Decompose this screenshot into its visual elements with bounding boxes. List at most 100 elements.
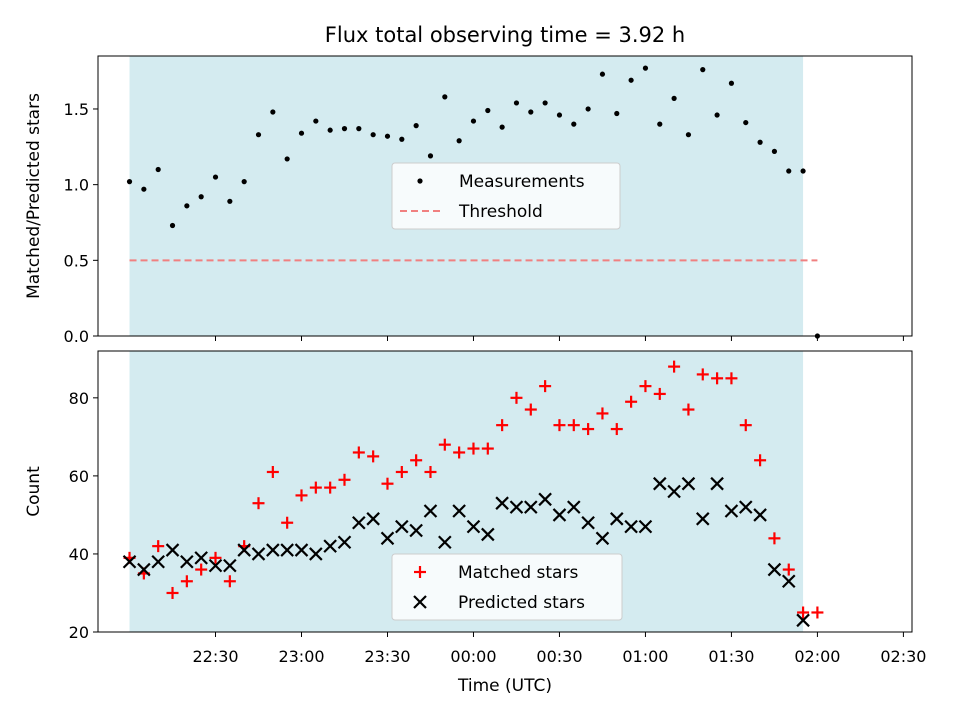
point-predicted-stars (194, 551, 208, 565)
legend-marker-measurements (417, 178, 423, 184)
x-tick-label: 01:30 (708, 647, 754, 666)
point-measurements (470, 118, 477, 124)
point-predicted-stars (323, 539, 337, 553)
point-measurements (442, 94, 448, 100)
point-matched-stars (696, 368, 709, 381)
point-predicted-stars (438, 535, 452, 550)
x-tick-label: 02:30 (880, 647, 926, 666)
point-matched-stars (438, 438, 451, 451)
point-measurements (743, 119, 749, 126)
point-measurements (255, 132, 262, 138)
point-predicted-stars (524, 500, 538, 514)
point-matched-stars (553, 419, 566, 432)
point-predicted-stars (495, 496, 509, 510)
point-predicted-stars (767, 562, 782, 577)
x-tick-label: 00:30 (536, 647, 582, 666)
y-tick-label: 1.5 (64, 100, 89, 119)
point-matched-stars (481, 442, 494, 455)
point-measurements (184, 203, 190, 209)
point-predicted-stars (395, 519, 409, 534)
point-measurements (356, 126, 362, 132)
point-matched-stars (639, 380, 652, 393)
legend-label-measurements: Measurements (459, 172, 585, 192)
point-measurements (212, 174, 219, 180)
point-predicted-stars (294, 543, 309, 557)
point-measurements (657, 121, 663, 127)
point-measurements (728, 80, 735, 86)
x-tick-label: 01:00 (622, 647, 668, 666)
point-predicted-stars (137, 562, 151, 577)
point-measurements (456, 138, 462, 144)
x-tick-label: 23:00 (278, 647, 324, 666)
point-matched-stars (352, 446, 365, 459)
axes-frame-ratio (97, 55, 913, 337)
point-matched-stars (223, 575, 236, 588)
point-measurements (155, 166, 161, 173)
point-predicted-stars (352, 515, 366, 530)
point-predicted-stars (509, 500, 524, 514)
point-measurements (786, 168, 792, 174)
legend-label-threshold: Threshold (458, 202, 543, 222)
point-predicted-stars (695, 512, 710, 526)
point-measurements (413, 123, 419, 129)
point-predicted-stars (638, 519, 653, 534)
point-matched-stars (496, 419, 509, 432)
y-tick-label: 80 (69, 389, 89, 408)
y-tick-label: 40 (69, 545, 89, 564)
point-measurements (714, 112, 720, 118)
y-tick-label: 20 (69, 623, 89, 642)
point-measurements (757, 139, 763, 145)
point-matched-stars (596, 407, 609, 420)
point-measurements (427, 153, 434, 159)
point-predicted-stars (237, 543, 251, 557)
x-tick-label: 02:00 (794, 647, 840, 666)
point-matched-stars (625, 395, 638, 408)
point-measurements (198, 194, 204, 200)
point-predicted-stars (481, 527, 495, 542)
point-measurements (341, 126, 348, 132)
point-matched-stars (582, 423, 595, 436)
point-predicted-stars (266, 543, 280, 557)
point-predicted-stars (251, 547, 266, 561)
point-measurements (313, 118, 319, 124)
chart-title: Flux total observing time = 3.92 h (325, 23, 685, 47)
point-matched-stars (524, 403, 537, 416)
point-predicted-stars (180, 554, 194, 569)
point-matched-stars (453, 446, 466, 459)
point-measurements (241, 179, 247, 185)
point-predicted-stars (538, 492, 552, 507)
point-matched-stars (739, 419, 752, 432)
point-measurements (270, 109, 276, 115)
point-measurements (771, 148, 778, 154)
point-predicted-stars (452, 504, 466, 518)
point-predicted-stars (309, 547, 323, 561)
x-tick-label: 22:30 (192, 647, 238, 666)
point-predicted-stars (208, 558, 223, 573)
point-matched-stars (467, 442, 480, 455)
y-tick-label: 60 (69, 467, 89, 486)
point-measurements (384, 133, 391, 139)
point-measurements (327, 127, 333, 133)
point-matched-stars (610, 423, 623, 436)
point-measurements (298, 130, 305, 136)
y-tick-label: 1.0 (64, 176, 89, 195)
point-matched-stars (152, 540, 165, 553)
point-measurements (542, 100, 548, 106)
point-matched-stars (395, 465, 408, 478)
legend-count: Matched stars Predicted stars (391, 553, 623, 621)
point-matched-stars (811, 606, 824, 619)
y-tick-label: 0.5 (64, 251, 89, 270)
x-tick-label: 23:30 (364, 647, 410, 666)
point-predicted-stars (552, 508, 567, 522)
panel-count: 20 40 60 80 22:30 23:00 23:30 00:00 00:30 01:00 0… (24, 350, 926, 666)
point-predicted-stars (380, 531, 395, 546)
point-measurements (556, 112, 563, 118)
point-measurements (485, 107, 491, 114)
point-predicted-stars (624, 519, 638, 534)
point-matched-stars (281, 516, 294, 529)
point-predicted-stars (796, 613, 810, 628)
point-measurements (284, 156, 290, 162)
point-matched-stars (295, 489, 308, 502)
point-predicted-stars (151, 554, 165, 569)
